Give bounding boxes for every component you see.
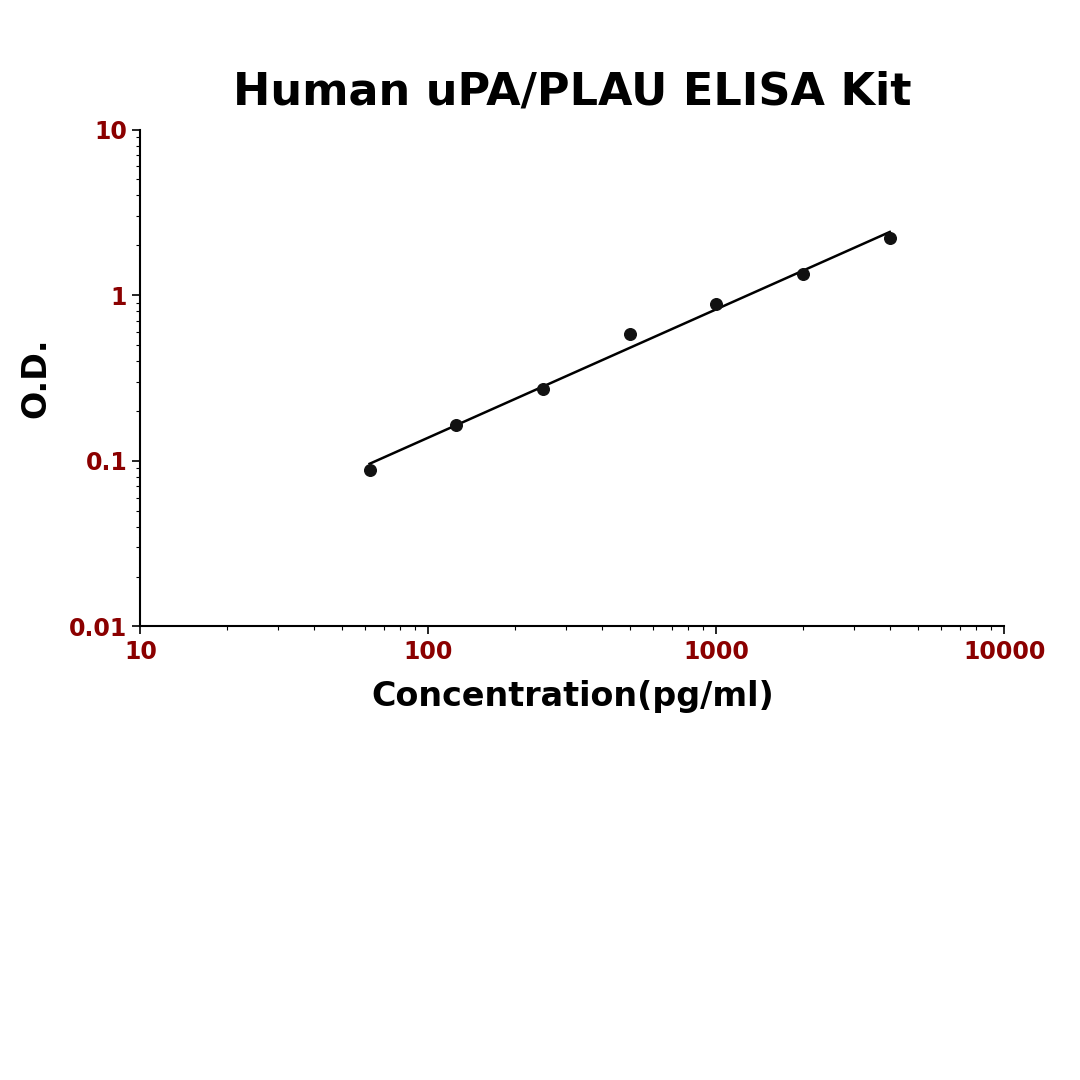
Y-axis label: O.D.: O.D. [19, 338, 52, 418]
Point [621, 326, 638, 343]
Point [881, 230, 899, 247]
Point [795, 265, 812, 282]
Point [448, 416, 465, 433]
Title: Human uPA/PLAU ELISA Kit: Human uPA/PLAU ELISA Kit [233, 70, 912, 113]
X-axis label: Concentration(pg/ml): Concentration(pg/ml) [372, 680, 773, 713]
Point [535, 381, 552, 399]
Point [707, 296, 725, 313]
Point [361, 461, 378, 478]
